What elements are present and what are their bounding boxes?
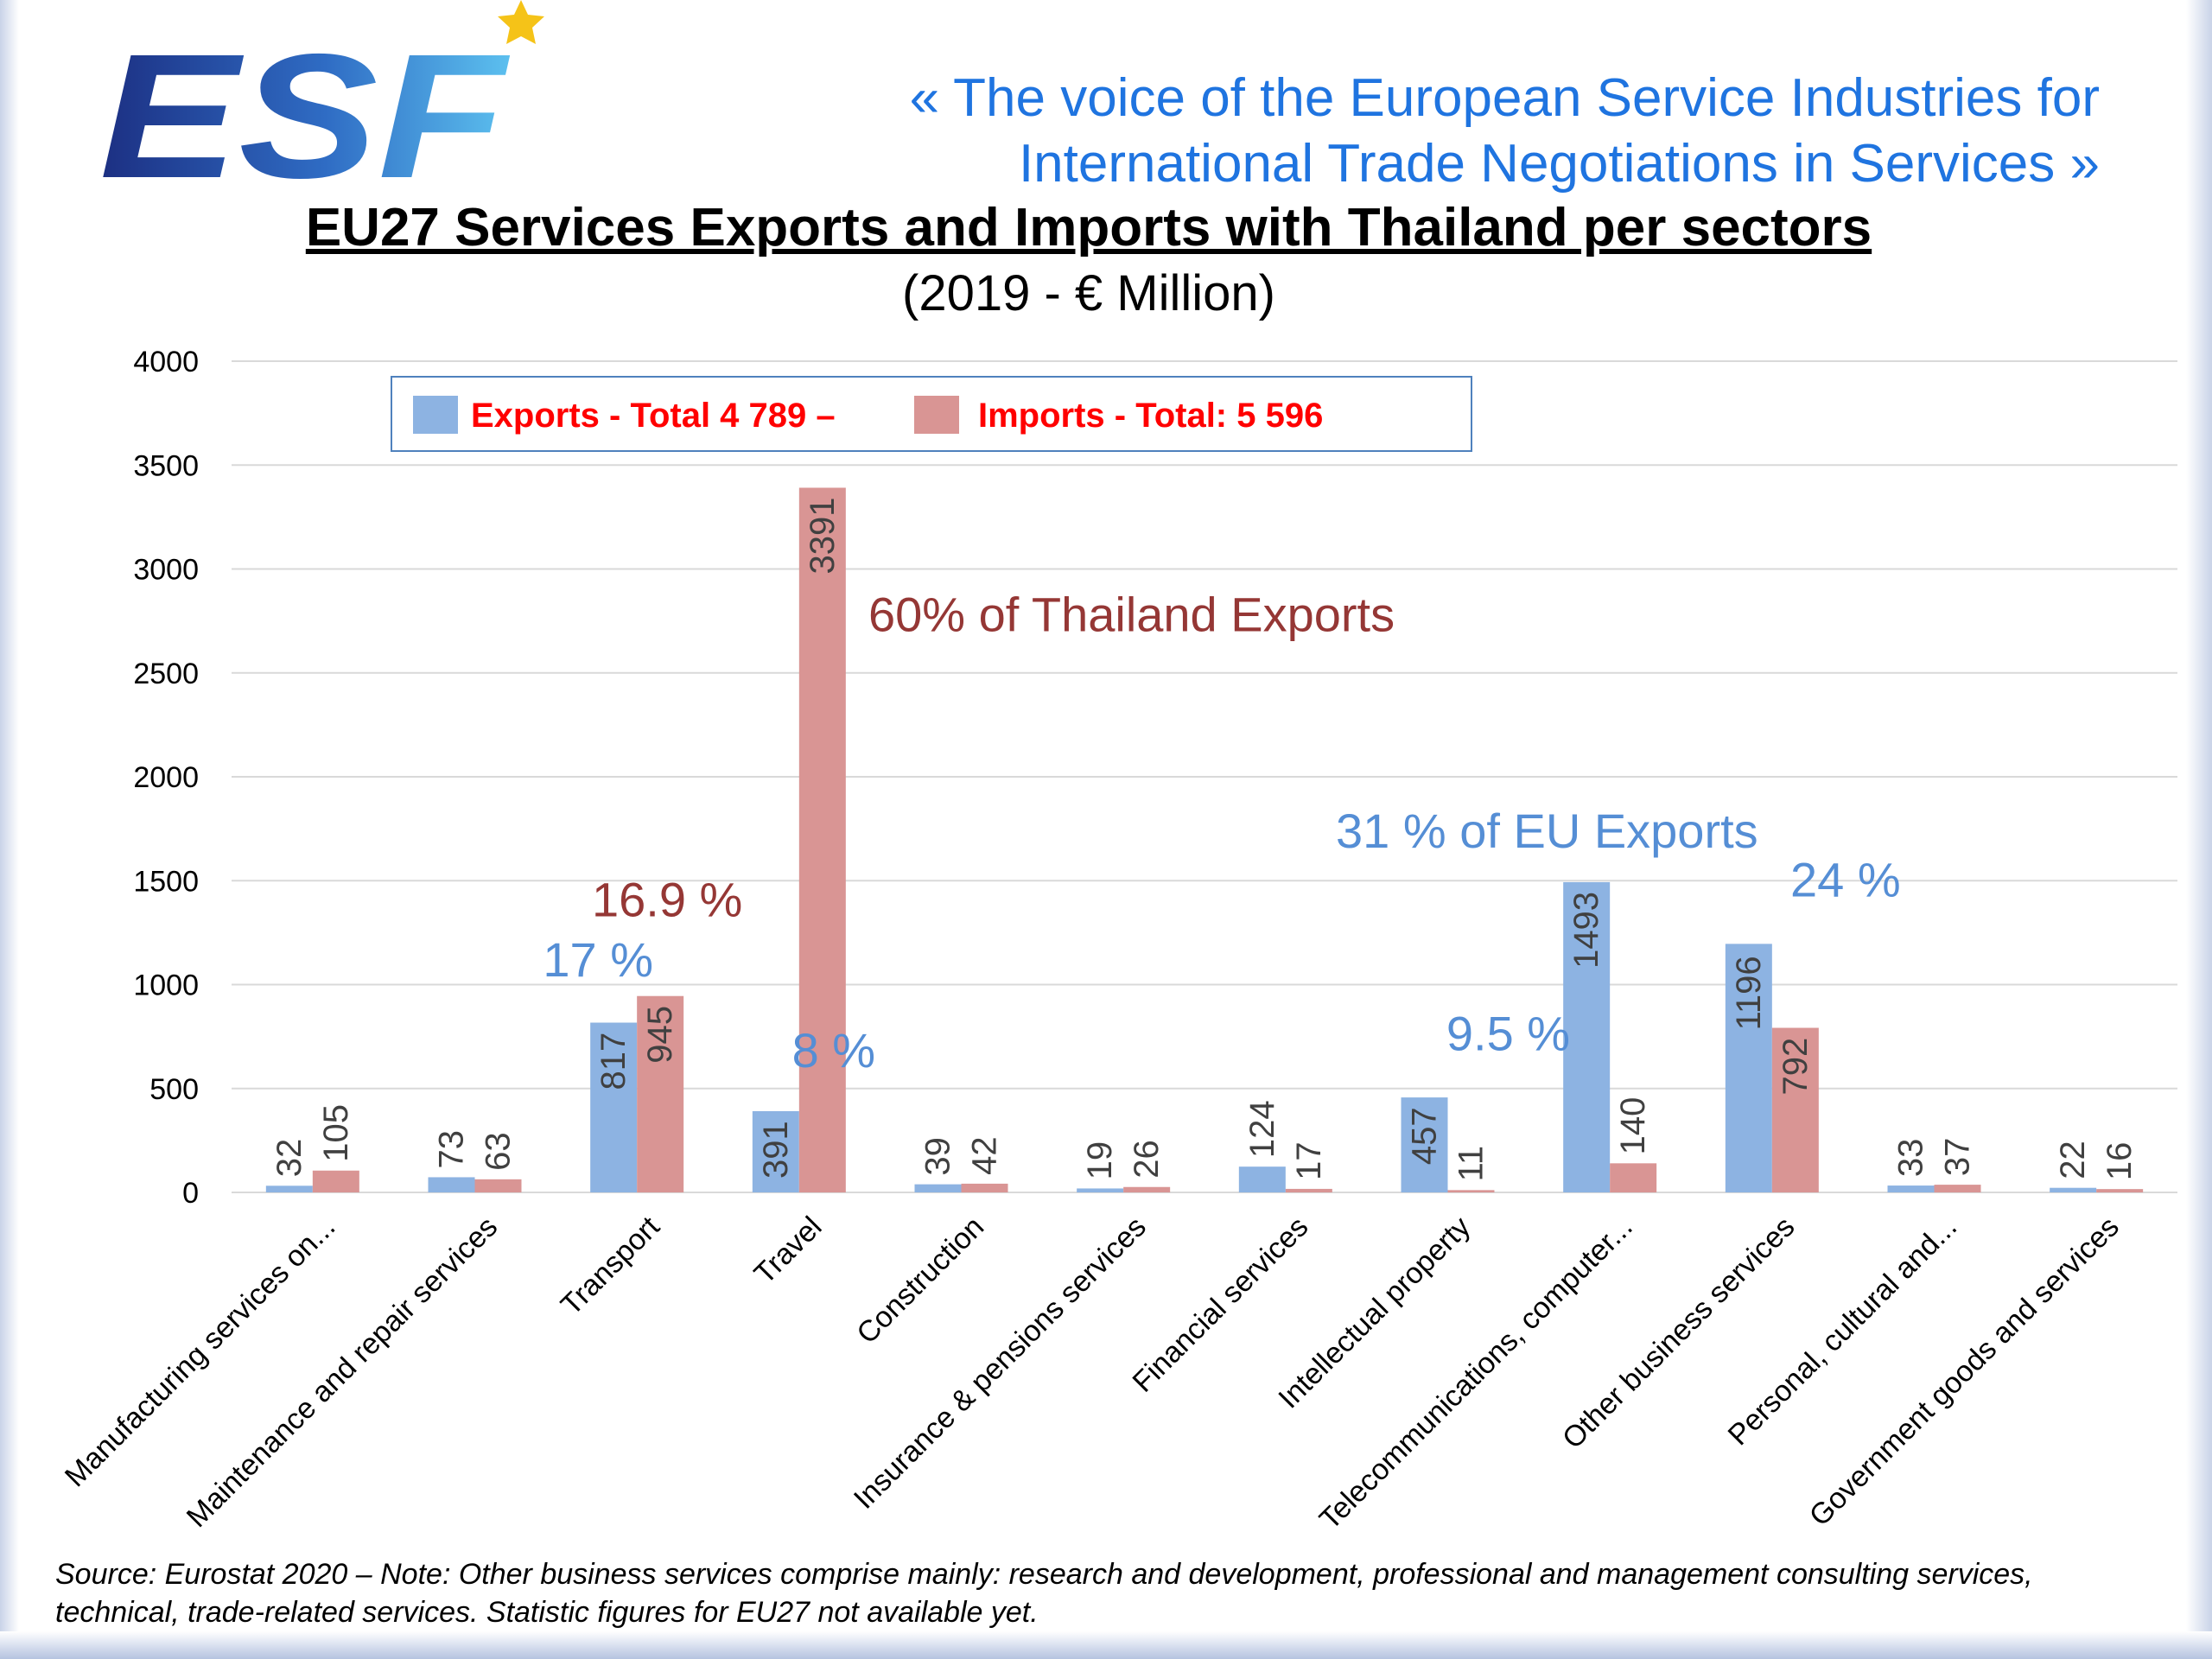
y-tick-label: 3500 (133, 449, 199, 482)
tagline: « The voice of the European Service Indu… (717, 66, 2100, 197)
export-bar (1887, 1185, 1935, 1192)
import-bar (1610, 1163, 1657, 1192)
x-tick-label: Construction (850, 1211, 990, 1351)
x-tick-label: Transport (555, 1210, 666, 1321)
import-bar (1934, 1185, 1981, 1192)
annotation-label: 8 % (792, 1023, 876, 1077)
export-value-label: 19 (1081, 1141, 1119, 1180)
export-bar (1725, 944, 1772, 1192)
legend-swatch-imports (914, 396, 959, 434)
y-tick-label: 500 (149, 1073, 199, 1106)
x-tick-label: Insurance & pensions services (848, 1211, 1153, 1516)
import-value-label: 37 (1939, 1138, 1977, 1177)
export-bar (752, 1110, 799, 1192)
x-tick-label: Telecommunications, computer... (1313, 1211, 1639, 1536)
y-tick-label: 2000 (133, 761, 199, 794)
y-tick-label: 1500 (133, 865, 199, 898)
export-value-label: 39 (919, 1137, 957, 1176)
export-bar (1401, 1097, 1448, 1192)
import-value-label: 63 (480, 1132, 518, 1171)
import-bar (1123, 1186, 1171, 1192)
export-bar (590, 1022, 638, 1192)
export-value-label: 817 (594, 1033, 632, 1090)
export-bar (2050, 1187, 2097, 1192)
import-bar (2096, 1189, 2144, 1192)
import-value-label: 42 (966, 1136, 1004, 1175)
export-bar (1238, 1166, 1286, 1192)
import-value-label: 3391 (804, 497, 842, 574)
import-value-label: 105 (317, 1104, 355, 1162)
annotation-label: 9.5 % (1446, 1007, 1570, 1061)
source-note-line-1: Source: Eurostat 2020 – Note: Other busi… (55, 1558, 2033, 1591)
annotation-label: 31 % of EU Exports (1336, 804, 1758, 858)
annotation-label: 24 % (1790, 853, 1901, 907)
slide-bottom-band (0, 1631, 2212, 1659)
legend-label-imports: Imports - Total: 5 596 (978, 397, 1323, 435)
x-tick-label: Maintenance and repair services (181, 1211, 504, 1534)
tagline-line-2: International Trade Negotiations in Serv… (1018, 134, 2100, 194)
import-bar (1285, 1188, 1332, 1192)
esf-logo: ESF (99, 0, 544, 199)
chart-subtitle: (2019 - € Million) (902, 265, 1275, 321)
legend-label-exports: Exports - Total 4 789 – (471, 397, 836, 435)
x-tick-label: Travel (748, 1211, 829, 1291)
x-tick-label: Government goods and services (1803, 1211, 2126, 1533)
export-bar (428, 1177, 475, 1192)
export-value-label: 22 (2054, 1141, 2092, 1179)
export-value-label: 124 (1243, 1100, 1281, 1158)
import-bar (961, 1183, 1008, 1192)
annotation-label: 60% of Thailand Exports (868, 588, 1395, 642)
import-value-label: 792 (1777, 1038, 1815, 1096)
tagline-line-1: « The voice of the European Service Indu… (909, 68, 2100, 128)
source-note-line-2: technical, trade-related services. Stati… (55, 1596, 1039, 1629)
export-value-label: 1196 (1730, 956, 1768, 1030)
import-bar (798, 487, 846, 1192)
annotation-label: 17 % (543, 932, 653, 987)
import-value-label: 140 (1614, 1097, 1652, 1155)
export-value-label: 391 (757, 1121, 795, 1179)
export-bar (265, 1185, 313, 1192)
svg-text:ESF: ESF (99, 17, 511, 199)
source-note: Source: Eurostat 2020 – Note: Other busi… (55, 1555, 2164, 1631)
export-value-label: 457 (1406, 1107, 1444, 1165)
y-tick-label: 3000 (133, 554, 199, 587)
y-tick-label: 0 (182, 1177, 199, 1210)
export-value-label: 33 (1892, 1139, 1930, 1178)
export-value-label: 1493 (1567, 892, 1605, 969)
import-value-label: 945 (641, 1006, 679, 1064)
x-tick-label: Financial services (1127, 1211, 1315, 1399)
export-bar (1077, 1188, 1124, 1192)
export-value-label: 73 (433, 1130, 471, 1169)
import-value-label: 26 (1128, 1140, 1166, 1179)
x-tick-label: Manufacturing services on... (59, 1211, 342, 1494)
import-value-label: 11 (1452, 1146, 1491, 1182)
legend-swatch-exports (413, 396, 458, 434)
import-bar (312, 1170, 359, 1192)
y-tick-label: 1000 (133, 969, 199, 1002)
import-value-label: 17 (1290, 1141, 1328, 1180)
export-bar (914, 1184, 962, 1192)
import-bar (637, 995, 684, 1192)
import-value-label: 16 (2101, 1142, 2139, 1181)
y-tick-label: 4000 (133, 346, 199, 378)
export-value-label: 32 (270, 1139, 308, 1178)
star-icon (498, 0, 544, 44)
import-bar (1771, 1027, 1819, 1192)
export-bar (1563, 881, 1611, 1192)
chart-title: EU27 Services Exports and Imports with T… (305, 198, 1872, 257)
y-tick-label: 2500 (133, 658, 199, 690)
import-bar (1447, 1190, 1495, 1192)
annotation-label: 16.9 % (592, 873, 742, 927)
import-bar (474, 1179, 522, 1192)
